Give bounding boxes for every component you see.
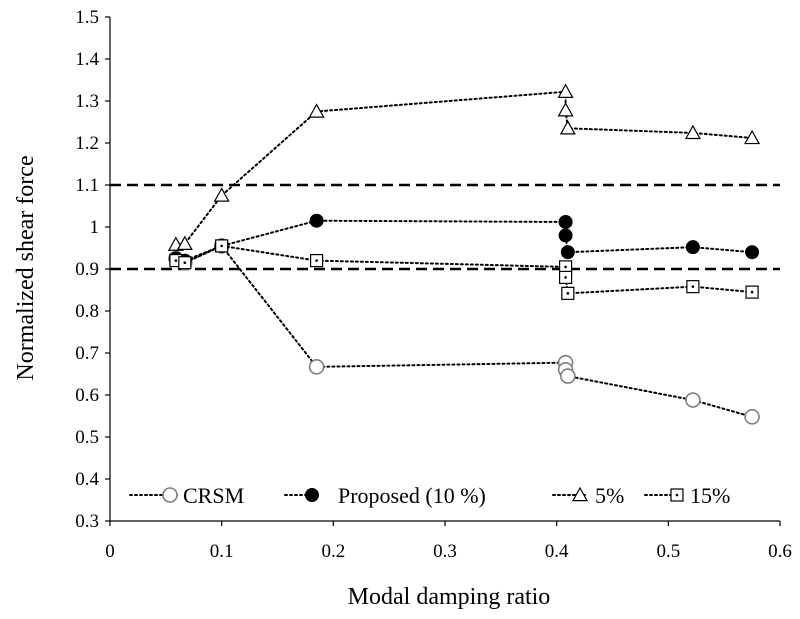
y-tick-label: 1 xyxy=(90,217,100,238)
y-tick-label: 0.9 xyxy=(75,259,99,280)
y-axis-title: Normalized shear force xyxy=(13,155,39,380)
y-tick-label: 0.4 xyxy=(75,469,99,490)
legend-item-2: 5% xyxy=(552,483,624,508)
marker-open-square xyxy=(686,280,700,294)
marker-open-square xyxy=(215,239,229,253)
series-1 xyxy=(168,213,760,268)
x-tick-label: 0.4 xyxy=(545,541,569,562)
marker-open-square xyxy=(178,256,192,270)
series-0 xyxy=(168,238,760,425)
series-line xyxy=(174,244,754,418)
y-tick-label: 0.3 xyxy=(75,511,99,532)
marker-square-dot xyxy=(750,290,754,294)
y-tick-label: 0.5 xyxy=(75,427,99,448)
marker-square-dot xyxy=(675,493,679,497)
legend-label: Proposed (10 %) xyxy=(338,483,486,508)
y-tick-label: 1.5 xyxy=(75,7,99,28)
y-tick-label: 1.4 xyxy=(75,49,99,70)
marker-open-square xyxy=(558,260,573,274)
marker-open-square xyxy=(309,254,324,268)
x-tick-label: 0.3 xyxy=(433,541,457,562)
legend: CRSM Proposed (10 %) 5% 15% xyxy=(129,483,730,508)
series-line xyxy=(174,219,754,262)
marker-square-dot xyxy=(183,261,187,265)
marker-open-triangle xyxy=(176,235,193,250)
marker-open-square xyxy=(558,270,573,284)
y-tick-label: 0.8 xyxy=(75,301,99,322)
y-tick-label: 0.7 xyxy=(75,343,99,364)
marker-square-dot xyxy=(691,285,695,288)
marker-filled-circle xyxy=(309,213,324,228)
marker-open-triangle xyxy=(559,120,576,135)
y-tick-label: 1.1 xyxy=(75,175,99,196)
legend-item-3: 15% xyxy=(644,483,730,508)
series-group xyxy=(167,83,761,425)
legend-label: CRSM xyxy=(183,483,244,508)
marker-open-triangle xyxy=(308,103,325,118)
marker-filled-circle xyxy=(745,245,760,260)
marker-square-dot xyxy=(220,244,223,248)
y-tick-label: 0.6 xyxy=(75,385,99,406)
legend-label: 5% xyxy=(595,483,624,508)
legend-item-1: Proposed (10 %) xyxy=(284,483,486,508)
series-line xyxy=(174,244,754,295)
marker-open-square xyxy=(670,488,684,502)
tick-labels: 0.3 0.4 0.5 0.6 0.7 0.8 0.9 1 1.1 1.2 1.3 1.4 1.5 0 0.… xyxy=(75,7,792,562)
marker-square-dot xyxy=(315,259,318,262)
marker-filled-circle xyxy=(558,214,573,229)
marker-square-dot xyxy=(564,276,567,279)
x-tick-label: 0.6 xyxy=(768,541,792,562)
marker-open-circle xyxy=(162,487,178,503)
reference-lines xyxy=(110,183,780,271)
marker-open-square xyxy=(561,286,575,300)
marker-open-square xyxy=(745,285,759,299)
x-axis-title: Modal damping ratio xyxy=(348,584,551,610)
marker-filled-circle xyxy=(685,240,700,255)
x-tick-label: 0 xyxy=(105,541,115,562)
marker-open-circle xyxy=(685,392,701,408)
marker-open-triangle xyxy=(213,187,230,202)
marker-square-dot xyxy=(564,265,567,269)
legend-label: 15% xyxy=(690,483,730,508)
marker-open-triangle xyxy=(744,129,761,145)
series-2 xyxy=(167,83,761,251)
marker-open-circle xyxy=(744,409,760,425)
legend-item-0: CRSM xyxy=(129,483,244,508)
marker-open-triangle xyxy=(557,102,574,117)
marker-filled-circle xyxy=(560,245,575,260)
marker-square-dot xyxy=(566,292,570,295)
marker-filled-circle xyxy=(558,228,573,243)
series-3 xyxy=(169,239,759,300)
x-tick-label: 0.2 xyxy=(321,541,345,562)
x-tick-label: 0.5 xyxy=(656,541,680,562)
marker-open-triangle xyxy=(571,486,589,502)
y-tick-label: 1.3 xyxy=(75,91,99,112)
marker-open-triangle xyxy=(684,124,701,140)
axes xyxy=(105,16,781,526)
x-tick-label: 0.1 xyxy=(210,541,234,562)
marker-open-circle xyxy=(560,368,576,384)
marker-open-circle xyxy=(308,359,325,375)
marker-filled-circle xyxy=(305,488,319,502)
marker-square-dot xyxy=(174,259,178,262)
y-tick-label: 1.2 xyxy=(75,133,99,154)
marker-open-triangle xyxy=(557,83,574,98)
